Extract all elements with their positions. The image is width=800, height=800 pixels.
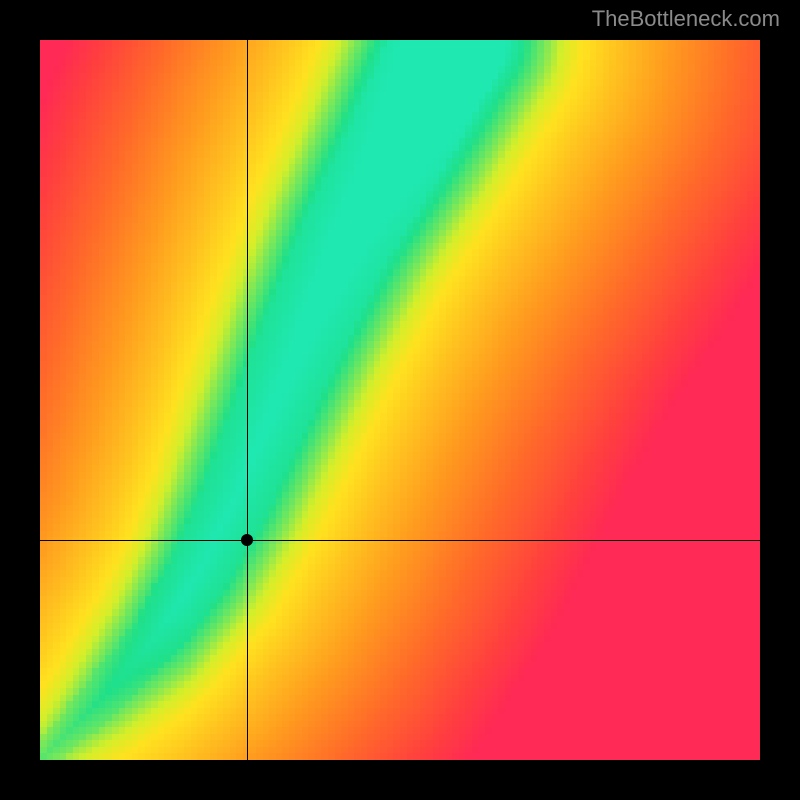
crosshair-horizontal-line <box>40 540 760 541</box>
data-point-marker <box>241 534 253 546</box>
plot-area <box>40 40 760 760</box>
heatmap-canvas <box>40 40 760 760</box>
crosshair-vertical-line <box>247 40 248 760</box>
figure-container: TheBottleneck.com <box>0 0 800 800</box>
watermark-text: TheBottleneck.com <box>592 6 780 32</box>
